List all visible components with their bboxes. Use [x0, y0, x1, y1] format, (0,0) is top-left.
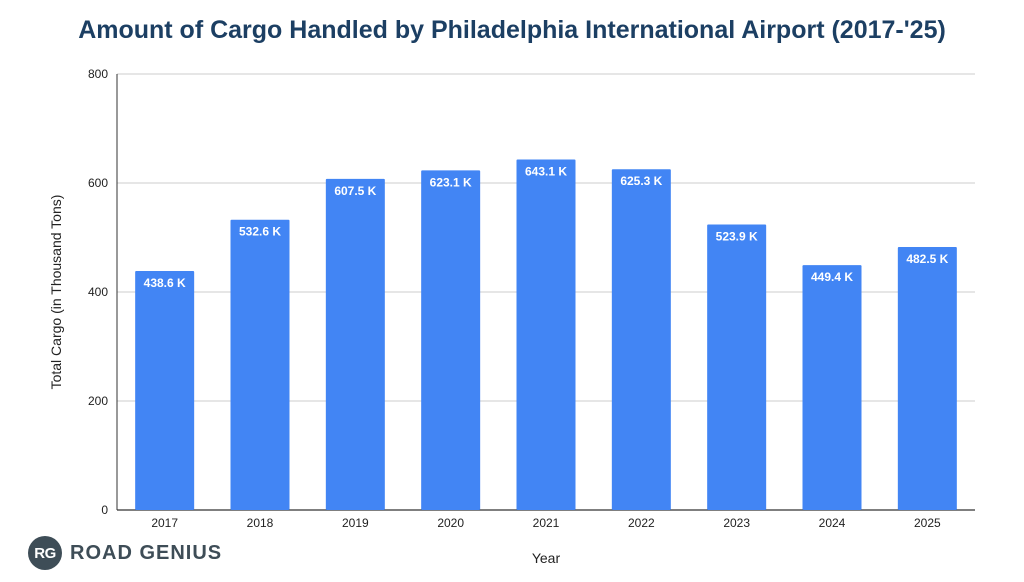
x-tick-label: 2023	[723, 516, 750, 530]
y-tick-label: 0	[101, 503, 108, 517]
bar	[230, 219, 290, 510]
x-tick-label: 2020	[437, 516, 464, 530]
brand-logo: RG ROAD GENIUS	[28, 536, 222, 570]
logo-badge: RG	[28, 536, 62, 570]
bar	[611, 169, 671, 511]
y-tick-label: 800	[88, 67, 108, 81]
bar	[802, 265, 862, 510]
bar	[707, 224, 767, 511]
x-axis-title: Year	[532, 550, 561, 566]
x-tick-label: 2025	[914, 516, 941, 530]
x-tick-label: 2018	[247, 516, 274, 530]
y-tick-label: 600	[88, 176, 108, 190]
x-tick-label: 2019	[342, 516, 369, 530]
data-label: 532.6 K	[239, 225, 281, 239]
bar	[135, 270, 195, 510]
data-label: 643.1 K	[525, 165, 567, 179]
x-tick-label: 2017	[151, 516, 178, 530]
x-tick-label: 2024	[819, 516, 846, 530]
bar	[325, 178, 385, 510]
bar	[516, 159, 576, 510]
y-tick-label: 200	[88, 394, 108, 408]
x-tick-label: 2021	[533, 516, 560, 530]
data-label: 523.9 K	[716, 229, 758, 243]
chart-title: Amount of Cargo Handled by Philadelphia …	[78, 16, 946, 44]
x-tick-label: 2022	[628, 516, 655, 530]
bar	[421, 170, 481, 510]
data-label: 607.5 K	[334, 184, 376, 198]
data-label: 438.6 K	[144, 276, 186, 290]
data-label: 625.3 K	[620, 174, 662, 188]
logo-text: ROAD GENIUS	[70, 541, 223, 564]
data-label: 623.1 K	[430, 175, 472, 189]
data-label: 482.5 K	[906, 252, 948, 266]
y-tick-label: 400	[88, 285, 108, 299]
y-axis-title: Total Cargo (in Thousand Tons)	[48, 195, 64, 390]
data-label: 449.4 K	[811, 270, 853, 284]
bar	[897, 247, 957, 510]
